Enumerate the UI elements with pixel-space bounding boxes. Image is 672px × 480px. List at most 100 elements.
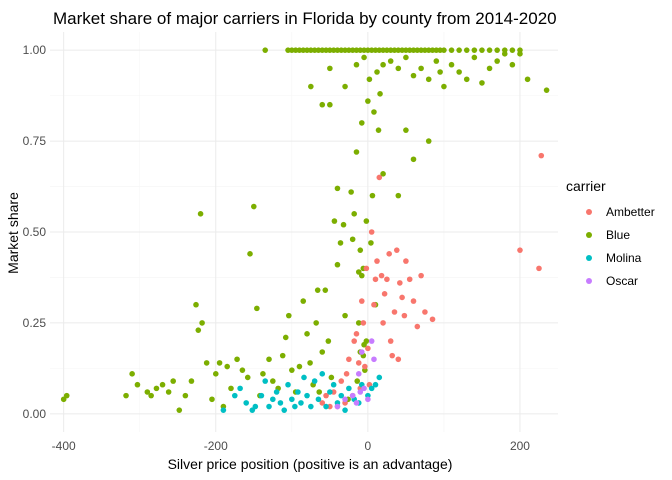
point-blue (366, 76, 373, 83)
point-molina (301, 374, 307, 381)
point-molina (368, 385, 375, 392)
point-blue (188, 378, 195, 384)
point-blue (144, 389, 151, 395)
point-oscar (357, 389, 364, 395)
point-blue (239, 367, 246, 373)
point-blue (441, 47, 447, 53)
legend-key-ambetter (586, 209, 592, 215)
point-blue (349, 236, 356, 243)
y-tick-label: 0.25 (23, 316, 47, 330)
point-ambetter (365, 345, 371, 352)
point-blue (410, 156, 417, 163)
point-blue (334, 261, 341, 268)
point-molina (315, 396, 322, 403)
grid (50, 32, 558, 432)
point-molina (266, 403, 272, 410)
point-blue (262, 47, 269, 53)
point-blue (322, 287, 329, 293)
point-molina (289, 396, 295, 403)
point-blue (479, 47, 485, 53)
point-blue (134, 381, 141, 388)
point-molina (330, 381, 337, 388)
point-molina (281, 407, 288, 413)
legend-label-molina: Molina (606, 251, 642, 265)
point-blue (363, 338, 370, 344)
point-blue (369, 192, 376, 199)
point-oscar (355, 371, 362, 377)
point-ambetter (353, 331, 360, 337)
point-blue (327, 65, 333, 72)
point-blue (517, 51, 523, 57)
point-blue (380, 61, 386, 68)
point-molina (327, 389, 333, 395)
x-tick-label: 0 (365, 439, 372, 453)
point-ambetter (371, 301, 377, 308)
point-blue (365, 98, 371, 104)
point-molina (319, 371, 326, 377)
point-molina (277, 400, 284, 406)
point-blue (228, 385, 234, 392)
point-ambetter (323, 392, 329, 399)
y-tick-label: 0.50 (23, 225, 47, 239)
point-blue (304, 331, 310, 337)
point-blue (216, 360, 223, 366)
point-blue (448, 47, 455, 53)
point-blue (308, 83, 314, 90)
point-blue (319, 101, 326, 108)
y-tick-label: 0.00 (23, 407, 47, 421)
point-blue (418, 65, 424, 72)
point-molina (295, 389, 301, 395)
point-blue (300, 298, 307, 304)
point-molina (220, 407, 227, 413)
point-blue (327, 101, 333, 108)
point-blue (148, 392, 154, 399)
point-ambetter (536, 265, 542, 272)
point-blue (355, 320, 362, 326)
point-ambetter (395, 356, 402, 363)
point-ambetter (363, 265, 370, 272)
point-blue (224, 363, 230, 370)
legend-key-molina (586, 255, 592, 261)
point-blue (170, 378, 176, 384)
point-blue (425, 76, 432, 83)
point-blue (433, 58, 440, 64)
point-blue (176, 407, 183, 413)
point-blue (463, 47, 470, 53)
point-molina (342, 407, 348, 413)
point-molina (311, 378, 318, 384)
legend-entries: Ambetter Blue Molina Oscar (586, 205, 655, 288)
point-oscar (371, 356, 377, 363)
point-blue (266, 356, 272, 363)
point-molina (231, 392, 238, 399)
point-blue (363, 218, 370, 224)
point-blue (296, 363, 303, 370)
point-ambetter (429, 316, 436, 323)
series-molina (220, 371, 383, 413)
point-blue (234, 356, 240, 363)
point-blue (353, 61, 360, 68)
point-molina (258, 392, 265, 399)
point-ambetter (338, 378, 345, 384)
point-blue (374, 69, 380, 75)
point-blue (501, 51, 508, 57)
data-points (60, 47, 550, 413)
point-ambetter (372, 276, 379, 283)
point-blue (479, 80, 485, 86)
point-blue (129, 371, 135, 377)
point-ambetter (381, 291, 388, 297)
point-blue (456, 69, 462, 75)
point-blue (209, 396, 215, 403)
point-blue (358, 272, 365, 279)
point-blue (353, 149, 360, 155)
point-blue (282, 334, 289, 341)
point-blue (403, 127, 409, 133)
point-blue (340, 221, 347, 228)
point-blue (197, 211, 204, 217)
point-blue (244, 374, 251, 381)
point-blue (260, 371, 266, 377)
point-blue (193, 301, 199, 308)
legend-label-blue: Blue (606, 228, 630, 242)
point-ambetter (397, 280, 403, 286)
point-blue (361, 54, 367, 61)
y-axis-ticks: 0.00 0.25 0.50 0.75 1.00 (23, 43, 47, 421)
